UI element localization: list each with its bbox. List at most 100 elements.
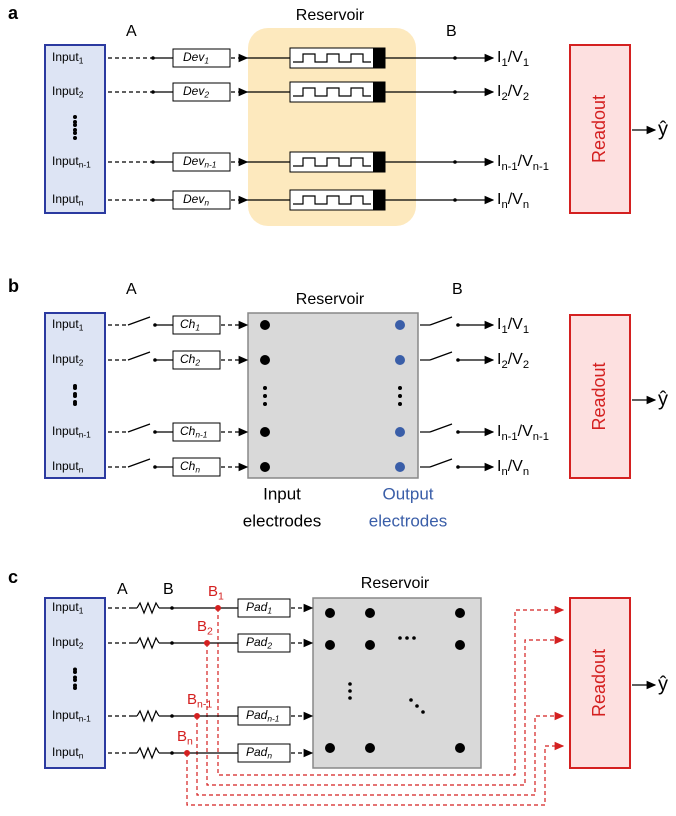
input-electrode: [260, 427, 270, 437]
electrode-label: Input: [263, 484, 301, 503]
device-label-part: Dev: [183, 154, 205, 168]
input-label-part: Input: [52, 317, 79, 331]
branch-label-part: B: [208, 583, 218, 600]
pad-electrode: [455, 608, 465, 618]
output-signal-part: /V: [508, 83, 523, 100]
output-signal-part: n: [523, 199, 529, 211]
input-label-part: Input: [52, 745, 79, 759]
input-label-part: 1: [79, 323, 84, 333]
output-electrode: [395, 427, 405, 437]
output-signal-part: 1: [523, 57, 529, 69]
readout-link: [217, 605, 565, 776]
ellipsis-dot: [73, 402, 77, 406]
pad-label-part: n: [267, 751, 272, 761]
wire: [127, 351, 151, 361]
ellipsis-dot: [73, 670, 77, 674]
pad-label: Padn-1: [246, 708, 279, 724]
memristor-wave: [293, 87, 371, 97]
input-label-part: Input: [52, 635, 79, 649]
readout-link: [186, 741, 565, 806]
readout-label: Readout: [589, 649, 609, 717]
pad-label-part: Pad: [246, 745, 268, 759]
pad-electrode: [365, 743, 375, 753]
channel-label-part: Ch: [180, 424, 196, 438]
device-label: Dev1: [183, 50, 209, 66]
device-label-part: Dev: [183, 84, 205, 98]
memristor-wave: [293, 53, 371, 63]
pad-electrode: [365, 608, 375, 618]
input-label: Inputn: [52, 745, 84, 761]
ellipsis-dot: [263, 386, 267, 390]
output-signal: In/Vn: [497, 458, 529, 478]
device-label: Dev2: [183, 84, 209, 100]
reservoir-region: [248, 28, 416, 226]
output-signal-part: n: [501, 466, 507, 478]
channel-label: Ch1: [180, 317, 200, 333]
memristor-end: [373, 82, 385, 102]
input-label-part: 2: [79, 90, 84, 100]
device-box: [172, 82, 231, 102]
device-label: Devn-1: [183, 154, 216, 170]
reservoir-title: Reservoir: [296, 7, 365, 24]
ellipsis-dot: [73, 131, 77, 135]
reservoir-box: [312, 597, 482, 769]
input-label: Input2: [52, 635, 84, 651]
output-signal-part: 2: [501, 91, 507, 103]
electrode-label: Output: [382, 484, 433, 503]
output-signal-part: I: [497, 191, 501, 208]
output-signal-part: /V: [508, 49, 523, 66]
point-label: B: [446, 23, 457, 40]
input-label-part: 2: [79, 641, 84, 651]
pad-label: Pad1: [246, 600, 272, 616]
ellipsis-dot: [263, 402, 267, 406]
ellipsis-dot: [398, 636, 402, 640]
ellipsis-dot: [398, 386, 402, 390]
output-signal-part: n: [501, 199, 507, 211]
point-label: A: [126, 23, 137, 40]
device-box: [172, 152, 231, 172]
input-electrode: [260, 355, 270, 365]
input-label-part: n-1: [79, 160, 91, 170]
channel-label: Chn-1: [180, 424, 207, 440]
ellipsis-dot: [415, 704, 419, 708]
panel-label: a: [8, 3, 19, 23]
output-signal-part: /V: [508, 351, 523, 368]
input-label: Inputn-1: [52, 424, 91, 440]
electrode-label: electrodes: [243, 511, 321, 530]
input-label: Inputn: [52, 459, 84, 475]
branch-label-part: n-1: [197, 698, 212, 710]
input-label-part: 1: [79, 56, 84, 66]
output-signal-part: /V: [508, 316, 523, 333]
resistor: [136, 601, 160, 615]
output-signal-part: n-1: [501, 431, 517, 443]
ellipsis-dot: [73, 120, 77, 124]
input-electrode: [260, 320, 270, 330]
output-signal-part: n-1: [501, 161, 517, 173]
pad-box: [237, 633, 291, 653]
branch-node: [194, 713, 200, 719]
ellipsis-dot: [73, 128, 77, 132]
memristor: [289, 47, 386, 69]
wire: [127, 423, 151, 433]
ellipsis-dot: [73, 136, 77, 140]
input-label-part: 2: [79, 358, 84, 368]
output-signal: In-1/Vn-1: [497, 423, 549, 443]
output-signal-part: n-1: [533, 431, 549, 443]
input-label-part: Input: [52, 459, 79, 473]
pad-box: [237, 598, 291, 618]
output-label: ŷ: [658, 118, 668, 140]
output-signal-part: I: [497, 153, 501, 170]
output-signal-part: /V: [518, 153, 533, 170]
ellipsis-dot: [348, 682, 352, 686]
output-signal-part: /V: [508, 191, 523, 208]
input-label-part: n: [79, 465, 84, 475]
ellipsis-dot: [73, 123, 77, 127]
wire: [429, 351, 453, 361]
output-signal-part: I: [497, 316, 501, 333]
ellipsis-dot: [263, 394, 267, 398]
output-signal-part: I: [497, 49, 501, 66]
wire: [127, 458, 151, 468]
ellipsis-dot: [348, 696, 352, 700]
wire: [429, 423, 453, 433]
branch-label: B1: [208, 583, 224, 602]
